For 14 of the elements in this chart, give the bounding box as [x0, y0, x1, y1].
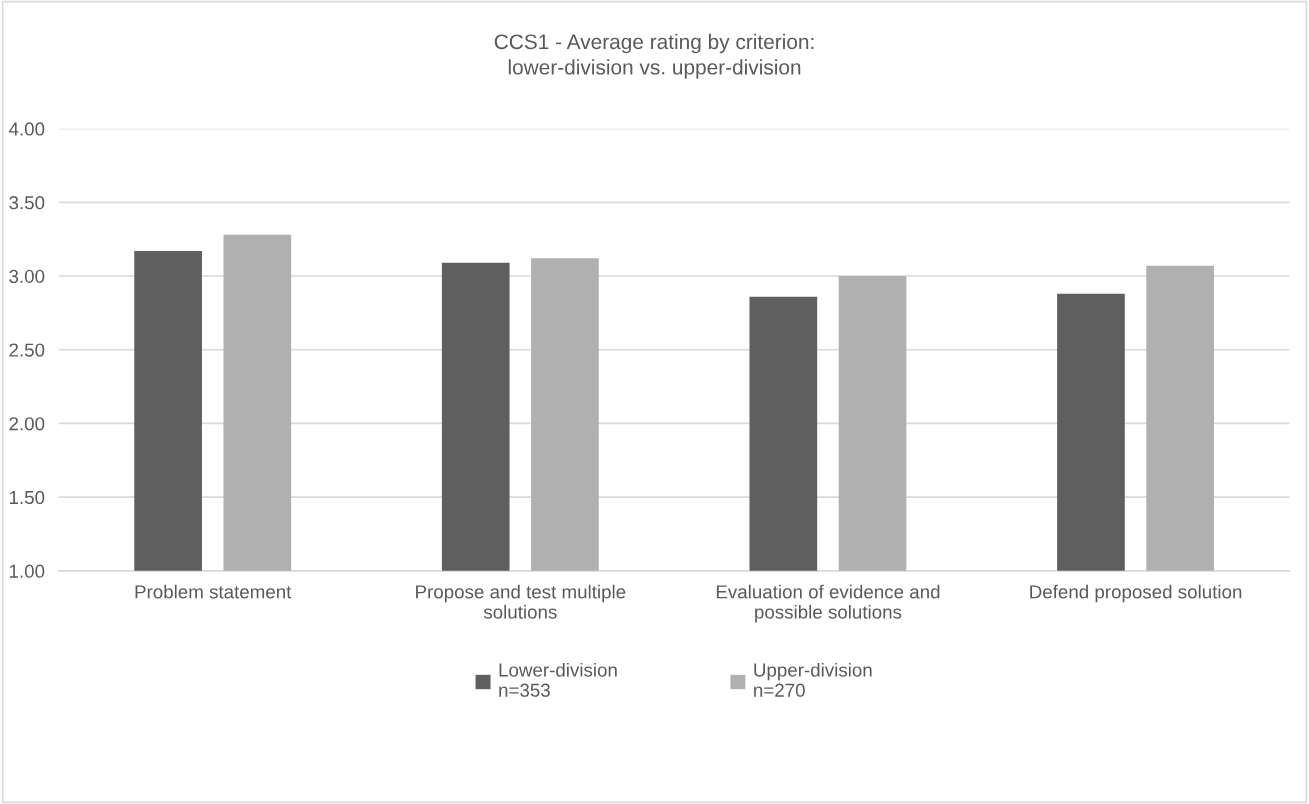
y-tick-label: 3.50: [9, 196, 45, 210]
chart-title: CCS1 - Average rating by criterion: lower-division vs. upper-division: [494, 33, 814, 79]
x-tick-label: Problem statement: [135, 584, 292, 599]
x-tick-label: Propose and test multiple solutions: [416, 584, 626, 619]
y-tick-label: 1.50: [9, 490, 45, 505]
y-tick-label: 2.50: [9, 343, 45, 357]
y-tick-label: 3.00: [9, 269, 45, 284]
x-tick-label: Defend proposed solution: [1030, 584, 1242, 603]
y-tick-label: 1.00: [9, 564, 45, 578]
y-tick-label: 4.00: [8, 122, 45, 136]
y-tick-label: 2.00: [9, 417, 45, 431]
legend-label: Upper-division n=270: [754, 662, 872, 697]
legend-label: Lower-division n=353: [499, 662, 617, 697]
x-tick-label: Evaluation of evidence and possible solutions: [716, 584, 940, 623]
